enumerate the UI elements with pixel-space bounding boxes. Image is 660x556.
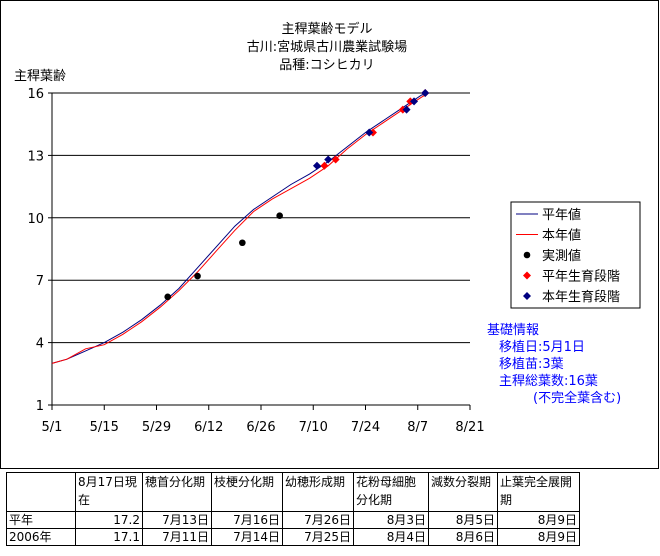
basic-info-line-1: 移植日:5月1日 [499, 340, 585, 355]
measured-point [194, 272, 201, 280]
legend-box [510, 201, 641, 309]
y-tick-label: 7 [36, 274, 44, 289]
series-line-1 [51, 92, 430, 364]
table-cell: 17.2 [75, 511, 143, 529]
plot-area: 1 4 7 10 13 16 5/1 5/15 5/29 6/12 6/26 7/10 7/24 8/7 8… [27, 87, 484, 435]
basic-info-title: 基礎情報 [487, 323, 540, 338]
chart-title-line-3: 品種:コシヒカリ [279, 57, 374, 73]
measured-point [164, 293, 171, 301]
y-axis-label: 主稈葉齢 [14, 69, 66, 84]
table-header-cell: 花粉母細胞分化期 [353, 472, 429, 512]
table-cell: 7月13日 [142, 511, 212, 529]
stage-point-4 [320, 161, 329, 170]
measured-point [239, 239, 246, 247]
chart-title-line-1: 主稈葉齢モデル [281, 21, 372, 37]
y-tick-label: 4 [36, 337, 44, 352]
table-cell: 8月9日 [497, 528, 580, 546]
y-tick-label: 10 [27, 212, 44, 227]
stage-point-4 [331, 155, 340, 164]
measured-point [276, 212, 283, 220]
x-tick-label: 7/10 [299, 420, 328, 435]
basic-info-line-3: 主稈総葉数:16葉 [499, 374, 598, 389]
table-cell: 8月4日 [353, 528, 429, 546]
table-cell: 17.1 [75, 528, 143, 546]
growth-stage-table: 8月17日現在 穂首分化期 枝梗分化期 幼穂形成期 花粉母細胞分化期 減数分裂期… [6, 472, 580, 546]
legend-label: 平年生育段階 [542, 269, 620, 285]
x-tick-label: 8/21 [455, 420, 484, 435]
y-tick-label: 13 [27, 149, 44, 164]
stage-point-5 [410, 97, 419, 106]
legend-diamond-swatch [523, 292, 531, 300]
table-header-cell: 減数分裂期 [428, 472, 498, 512]
legend-label: 実測値 [542, 248, 581, 264]
chart-title-line-2: 古川:宮城県古川農業試験場 [247, 39, 407, 55]
x-tick-label: 7/24 [351, 420, 380, 435]
table-cell: 7月16日 [211, 511, 283, 529]
legend-circle-swatch [523, 251, 531, 259]
table-cell: 8月6日 [428, 528, 498, 546]
stage-point-5 [324, 155, 333, 164]
y-tick-label: 1 [36, 399, 44, 414]
basic-info-line-2: 移植苗:3葉 [499, 357, 564, 372]
table-row: 平年 17.2 7月13日 7月16日 7月26日 8月3日 8月5日 8月9日 [6, 511, 580, 529]
table-header-cell: 枝梗分化期 [211, 472, 283, 512]
leaf-age-chart: 主稈葉齢モデル 古川:宮城県古川農業試験場 品種:コシヒカリ 主稈葉齢 1471… [14, 21, 641, 435]
table-cell: 7月25日 [282, 528, 354, 546]
table-cell: 8月9日 [497, 511, 580, 529]
table-cell: 7月11日 [142, 528, 212, 546]
stage-point-5 [402, 105, 411, 114]
table-header-cell [6, 472, 76, 512]
series-line-2 [51, 92, 430, 364]
table-cell: 平年 [6, 511, 76, 529]
table-cell: 2006年 [6, 528, 76, 546]
table-row: 2006年 17.1 7月11日 7月14日 7月25日 8月4日 8月6日 8… [6, 528, 580, 546]
x-tick-label: 5/15 [90, 420, 119, 435]
table-cell: 7月26日 [282, 511, 354, 529]
basic-info-line-4: (不完全葉含む) [533, 391, 622, 406]
legend-label: 平年値 [542, 207, 581, 223]
stage-point-5 [312, 161, 321, 170]
x-tick-label: 6/26 [246, 420, 275, 435]
table-header-cell: 8月17日現在 [75, 472, 143, 512]
x-tick-label: 5/1 [42, 420, 63, 435]
table-cell: 8月3日 [353, 511, 429, 529]
chart-title: 主稈葉齢モデル 古川:宮城県古川農業試験場 品種:コシヒカリ [247, 21, 407, 73]
table-header-cell: 穂首分化期 [142, 472, 212, 512]
legend-label: 本年値 [542, 228, 581, 244]
x-tick-label: 6/12 [194, 420, 223, 435]
table-header-cell: 幼穂形成期 [282, 472, 354, 512]
table-header-cell: 止葉完全展開期 [497, 472, 580, 512]
legend-diamond-swatch [523, 271, 531, 280]
stage-point-5 [365, 128, 374, 137]
table-cell: 7月14日 [211, 528, 283, 546]
stage-point-5 [421, 89, 430, 97]
basic-info: 基礎情報 移植日:5月1日 移植苗:3葉 主稈総葉数:16葉 (不完全葉含む) [487, 322, 621, 407]
y-tick-label: 16 [27, 87, 44, 102]
x-tick-label: 5/29 [142, 420, 171, 435]
table-cell: 8月5日 [428, 511, 498, 529]
x-tick-label: 8/7 [407, 420, 428, 435]
legend-label: 本年生育段階 [542, 289, 620, 305]
table-header-row: 8月17日現在 穂首分化期 枝梗分化期 幼穂形成期 花粉母細胞分化期 減数分裂期… [6, 472, 580, 512]
